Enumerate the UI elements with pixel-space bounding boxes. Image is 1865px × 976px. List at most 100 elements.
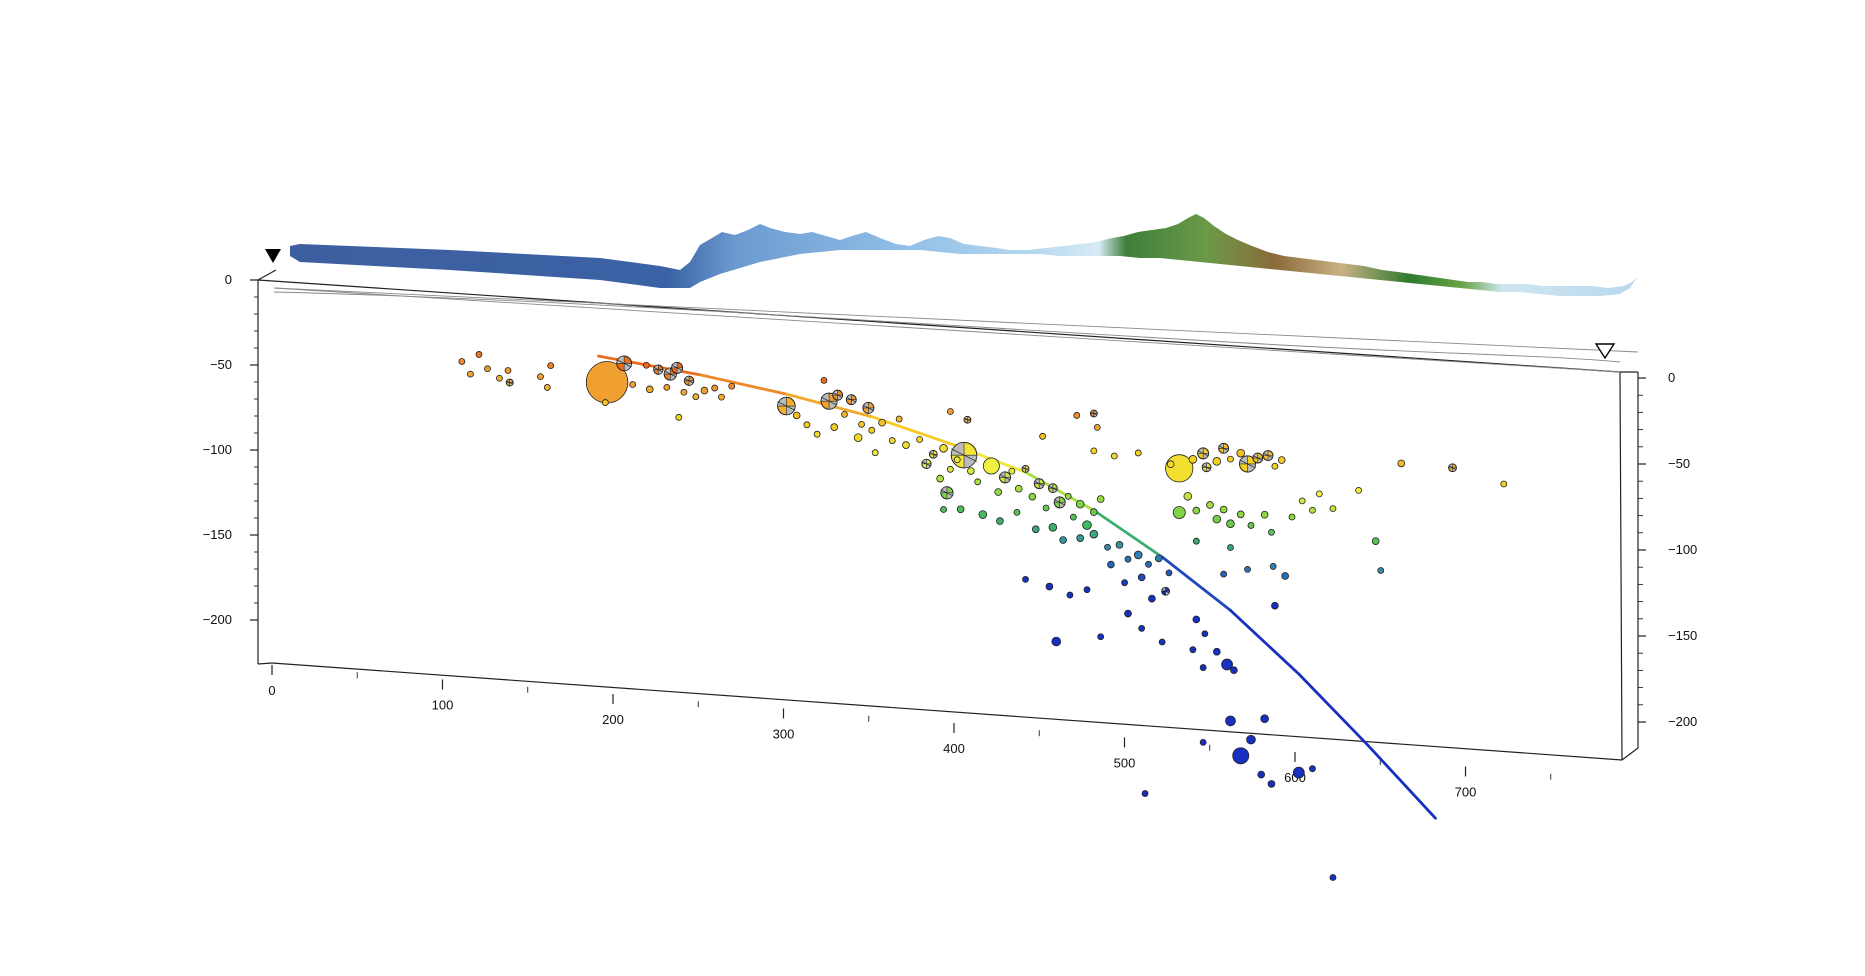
earthquake-event [458,358,466,365]
earthquake-event [1227,455,1234,463]
earthquake-event [878,418,886,427]
focal-mechanism [505,378,514,387]
earthquake-event [1199,664,1207,671]
earthquake-event [1165,569,1173,577]
focal-mechanism-plane [951,448,977,462]
earthquake-event [1051,636,1062,647]
right-axis-tick-label: −50 [1668,456,1690,471]
earthquake-event [537,373,544,381]
focal-mechanism-quadrant [676,367,683,374]
focal-mechanism-quadrant [1247,463,1256,473]
slab-segment [870,415,959,448]
profile-start-marker-icon [265,249,281,263]
earthquake-event [940,506,947,513]
earthquake-event [1192,506,1201,515]
focal-mechanism-quadrant [1048,483,1054,489]
focal-mechanism-quadrant [932,453,938,459]
earthquake-event [1121,579,1128,587]
focal-mechanism-quadrant [1202,453,1209,460]
earthquake-event [1236,448,1246,458]
slab-interface-line [597,354,1437,820]
earthquake-event [601,399,609,406]
focal-mechanism-quadrant [846,394,852,400]
earthquake-event [1246,734,1256,745]
earthquake-event [1281,572,1289,580]
earthquake-event [1090,508,1098,516]
earthquake-event [718,393,725,401]
earthquake-event [1309,506,1316,514]
focal-mechanism [1161,586,1170,596]
earthquake-event [1271,601,1279,610]
focal-mechanism [921,458,932,470]
slab-segment [597,354,703,377]
focal-mechanism-plane [1034,480,1045,487]
earthquake-event [953,456,961,464]
earthquake-event [467,370,474,378]
focal-mechanism-plane [1021,466,1030,471]
focal-mechanism-quadrant [616,355,625,364]
focal-mechanism-quadrant [623,363,632,372]
earthquake-event [1096,495,1105,503]
left-axis-tick-label: 0 [225,272,232,287]
distance-axis-tick-label: 300 [773,726,795,741]
focal-mechanism [832,389,844,401]
focal-mechanism [1197,447,1210,460]
focal-mechanism-plane [664,370,677,378]
left-axis-tick-label: −150 [203,527,232,542]
topography-surface [290,214,1638,296]
earthquake-event [1013,508,1021,516]
earthquake-event [1022,575,1029,583]
earthquake-event [1104,543,1111,551]
focal-mechanism-quadrant [777,396,787,407]
focal-mechanism [950,441,978,469]
focal-mechanism-quadrant [658,369,664,375]
earthquake-event [1107,560,1115,569]
focal-mechanism-quadrant [1165,590,1170,596]
focal-mechanism-quadrant [999,471,1006,478]
earthquake-event [1226,519,1235,528]
focal-mechanism-plane [1048,485,1058,491]
earthquake-event [1134,449,1142,457]
focal-mechanism-plane [999,474,1011,481]
slab-segment [1297,672,1369,746]
left-depth-axis: 0 −50 −100 −150 −200 [203,272,258,627]
focal-mechanism-plane [1054,499,1066,506]
earthquake-event [1244,565,1251,573]
earthquake-event [939,444,948,453]
earthquake-event [858,420,865,428]
earthquake-event [956,505,965,514]
earthquake-event [1260,714,1269,723]
earthquake-event [1377,567,1385,574]
earthquake-event [1269,563,1277,570]
earthquake-event [830,423,839,431]
focal-mechanism [671,361,684,374]
earthquake-event [1124,555,1132,563]
earthquake-event [1138,624,1146,632]
profile-end-marker-icon [1594,343,1616,360]
focal-mechanism [1053,496,1066,509]
earthquake-event [1225,715,1236,727]
focal-mechanism [1089,409,1098,418]
focal-mechanism-quadrant [851,399,857,405]
earthquake-event [1133,550,1143,560]
earthquake-event [792,411,801,420]
earthquake-event [1090,447,1098,455]
earthquake-event [1212,647,1221,656]
focal-mechanism-plane [1252,455,1263,461]
earthquake-event [1189,646,1197,654]
earthquake-event [868,426,876,434]
earthquake-event [1257,770,1266,779]
focal-mechanism-quadrant [1038,483,1045,489]
earthquake-event [1192,615,1201,624]
earthquake-event [1206,501,1214,509]
focal-mechanism-quadrant [653,364,659,370]
earthquake-event [1148,594,1156,603]
earthquake-event [642,361,650,369]
earthquake-event [1329,874,1337,881]
earthquake-event [1141,790,1149,797]
earthquake-event [1329,505,1337,513]
focal-mechanism-quadrant [929,450,934,455]
earthquake-event [675,413,683,421]
